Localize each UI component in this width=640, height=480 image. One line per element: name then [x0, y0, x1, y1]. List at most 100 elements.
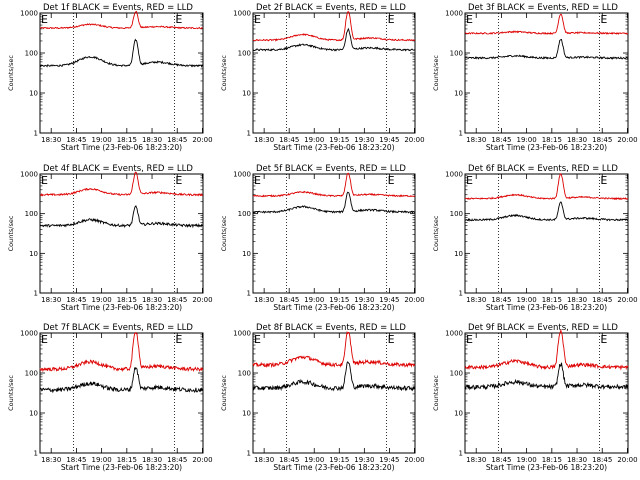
- x-tick-label: 18:45: [279, 296, 299, 304]
- x-tick-label: 20:00: [617, 296, 637, 304]
- y-tick-label: 1: [34, 450, 38, 458]
- top-marker-label: E: [175, 333, 182, 346]
- y-tick-label: 1: [34, 290, 38, 298]
- y-tick-label: 1000: [233, 171, 251, 179]
- top-marker-label: E: [41, 174, 48, 187]
- plot-frame: [464, 12, 629, 134]
- x-tick-label: 18:45: [66, 456, 86, 464]
- x-tick-label: 18:45: [592, 456, 612, 464]
- x-axis-label: Start Time (23-Feb-06 18:23:20): [61, 303, 182, 312]
- x-axis-label: Start Time (23-Feb-06 18:23:20): [273, 143, 394, 152]
- x-tick-label: 18:45: [592, 296, 612, 304]
- series-lld-line: [39, 331, 204, 373]
- y-axis-label: Counts/sec: [220, 375, 228, 411]
- top-marker-label: E: [466, 333, 473, 346]
- panel-title: Det 9f BLACK = Events, RED = LLD: [468, 323, 618, 333]
- y-tick-label: 1: [459, 130, 463, 138]
- plot-frame: [39, 173, 204, 294]
- x-tick-label: 19:45: [379, 296, 399, 304]
- top-marker-label: E: [600, 174, 607, 187]
- x-tick-label: 18:15: [542, 136, 562, 144]
- x-tick-label: 18:30: [41, 456, 61, 464]
- series-lld-line: [464, 173, 629, 201]
- y-axis-label: Counts/sec: [7, 55, 15, 91]
- plot-frame: [39, 332, 204, 454]
- x-tick-label: 19:00: [517, 136, 537, 144]
- y-axis-label: Counts/sec: [220, 55, 228, 91]
- x-tick-label: 19:00: [517, 456, 537, 464]
- x-axis-label: Start Time (23-Feb-06 18:23:20): [273, 303, 394, 312]
- x-tick-label: 19:30: [354, 296, 374, 304]
- y-tick-label: 10: [454, 250, 463, 258]
- x-tick-label: 18:30: [41, 296, 61, 304]
- top-marker-label: E: [254, 13, 261, 26]
- series-lld-line: [39, 171, 203, 197]
- x-tick-label: 18:30: [254, 136, 274, 144]
- panel-title: Det 2f BLACK = Events, RED = LLD: [256, 3, 406, 13]
- x-tick-label: 19:30: [354, 456, 374, 464]
- y-axis-label: Counts/sec: [432, 55, 440, 91]
- plot-frame: [252, 173, 416, 294]
- x-tick-label: 18:30: [567, 456, 587, 464]
- series-events-line: [252, 27, 415, 52]
- y-tick-label: 100: [238, 210, 251, 218]
- y-axis-label: Counts/sec: [7, 215, 15, 251]
- x-tick-label: 18:30: [567, 136, 587, 144]
- series-lld-line: [252, 172, 416, 198]
- panel-title: Det 3f BLACK = Events, RED = LLD: [468, 3, 618, 13]
- panel-title: Det 8f BLACK = Events, RED = LLD: [256, 323, 406, 333]
- series-events-line: [252, 361, 416, 392]
- y-tick-label: 10: [242, 410, 251, 418]
- x-axis-label: Start Time (23-Feb-06 18:23:20): [61, 463, 182, 472]
- series-events-line: [39, 38, 204, 68]
- series-events-line: [39, 205, 204, 229]
- x-tick-label: 19:45: [379, 456, 399, 464]
- top-marker-label: E: [175, 174, 182, 187]
- x-tick-label: 18:15: [117, 456, 137, 464]
- y-tick-label: 100: [238, 370, 251, 378]
- y-tick-label: 10: [242, 250, 251, 258]
- y-tick-label: 1000: [20, 171, 38, 179]
- y-axis-label: Counts/sec: [7, 375, 15, 411]
- x-tick-label: 20:00: [404, 136, 424, 144]
- y-tick-label: 100: [25, 370, 38, 378]
- x-tick-label: 19:00: [92, 456, 112, 464]
- x-tick-label: 18:30: [466, 456, 486, 464]
- y-tick-label: 100: [450, 50, 463, 58]
- x-tick-label: 18:45: [66, 136, 86, 144]
- x-tick-label: 18:45: [167, 456, 187, 464]
- x-tick-label: 19:00: [304, 136, 324, 144]
- y-axis-label: Counts/sec: [432, 215, 440, 251]
- x-tick-label: 18:30: [254, 456, 274, 464]
- y-tick-label: 10: [454, 410, 463, 418]
- y-tick-label: 1: [247, 290, 251, 298]
- top-marker-label: E: [254, 333, 261, 346]
- x-tick-label: 20:00: [192, 296, 212, 304]
- x-tick-label: 18:45: [279, 456, 299, 464]
- y-tick-label: 10: [242, 90, 251, 98]
- y-tick-label: 1000: [233, 10, 251, 18]
- y-tick-label: 10: [29, 250, 38, 258]
- y-tick-label: 100: [450, 370, 463, 378]
- x-tick-label: 19:00: [92, 136, 112, 144]
- x-tick-label: 18:45: [592, 136, 612, 144]
- series-lld-line: [252, 330, 416, 369]
- x-tick-label: 18:30: [142, 456, 162, 464]
- x-axis-label: Start Time (23-Feb-06 18:23:20): [486, 303, 607, 312]
- x-tick-label: 20:00: [617, 136, 637, 144]
- top-marker-label: E: [600, 13, 607, 26]
- x-tick-label: 18:30: [41, 136, 61, 144]
- plot-frame: [464, 173, 629, 294]
- y-tick-label: 1000: [445, 330, 463, 338]
- x-tick-label: 19:00: [304, 296, 324, 304]
- x-tick-label: 18:45: [491, 136, 511, 144]
- x-tick-label: 18:45: [279, 136, 299, 144]
- panel-title: Det 4f BLACK = Events, RED = LLD: [43, 164, 193, 174]
